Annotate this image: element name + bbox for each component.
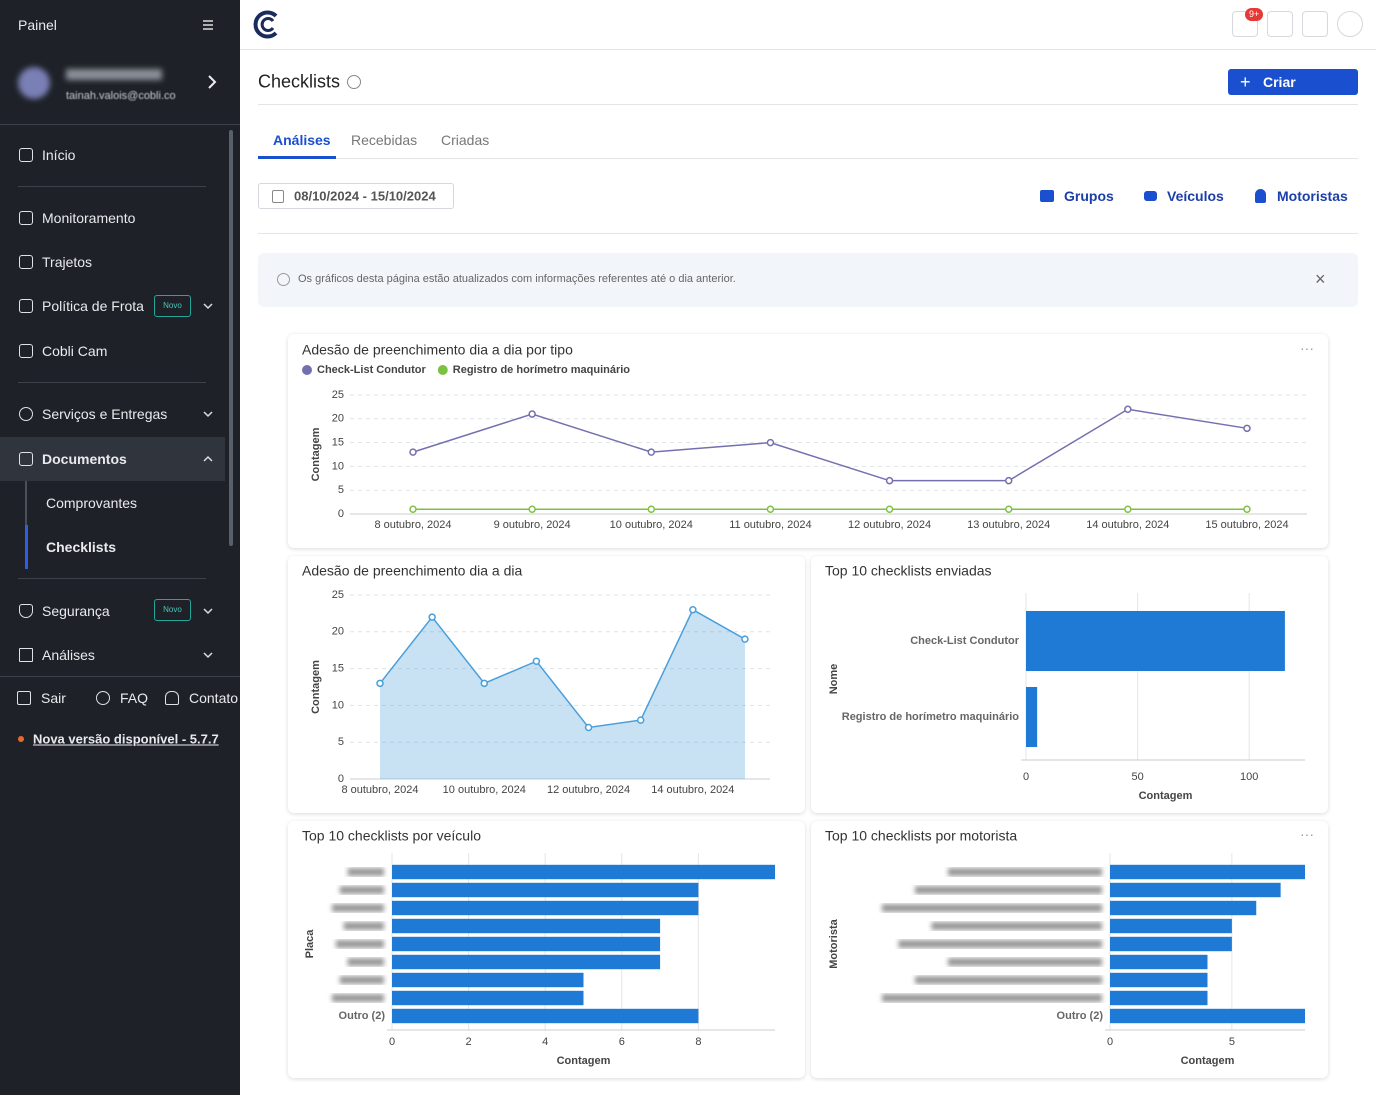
nav-item[interactable]: Serviços e Entregas	[42, 406, 167, 422]
chevron[interactable]	[202, 453, 214, 465]
icon	[19, 211, 33, 225]
tab[interactable]: Recebidas	[351, 132, 417, 148]
icon	[17, 691, 31, 705]
announcements-button[interactable]	[1267, 11, 1293, 37]
tab-indicator	[258, 156, 336, 159]
chart-card	[288, 334, 1328, 548]
card-menu[interactable]: ···	[1300, 340, 1314, 356]
badge: Novo	[154, 599, 191, 621]
menu-icon[interactable]	[200, 17, 216, 33]
icon	[19, 604, 33, 618]
create-button[interactable]: + Criar checklist	[1228, 69, 1358, 95]
filter-button[interactable]: Veículos	[1167, 188, 1224, 204]
nav-item[interactable]: Trajetos	[42, 254, 92, 270]
chart-card	[811, 556, 1328, 813]
divider	[258, 233, 1358, 234]
avatar	[18, 67, 50, 99]
plus-icon: +	[1240, 69, 1251, 95]
nav-item[interactable]: Monitoramento	[42, 210, 135, 226]
filter-button[interactable]: Grupos	[1064, 188, 1114, 204]
icon	[165, 691, 179, 705]
info-icon	[277, 273, 290, 286]
icon	[19, 407, 33, 421]
icon	[19, 344, 33, 358]
icon	[19, 648, 33, 662]
badge: Novo	[154, 295, 191, 317]
nav-item[interactable]: Documentos	[42, 451, 127, 467]
icon	[19, 452, 33, 466]
divider	[18, 578, 206, 579]
user-email: tainah.valois@cobli.co	[66, 90, 176, 102]
footer-link[interactable]: FAQ	[120, 690, 148, 706]
tab[interactable]: Análises	[273, 132, 331, 148]
button-label: Criar checklist	[1263, 69, 1358, 121]
nav-item[interactable]: Segurança	[42, 603, 110, 619]
footer-link[interactable]: Sair	[41, 690, 66, 706]
update-dot	[18, 736, 24, 742]
close-button[interactable]: ×	[1315, 269, 1326, 290]
page-title: Checklists	[258, 72, 340, 93]
groups-icon	[1040, 190, 1054, 202]
divider	[0, 124, 240, 125]
divider	[258, 158, 1358, 159]
logo[interactable]	[253, 10, 281, 39]
date-picker[interactable]: 08/10/2024 - 15/10/2024	[258, 183, 454, 209]
icon	[96, 691, 110, 705]
chevron[interactable]	[205, 74, 219, 90]
scrollbar	[229, 130, 233, 546]
divider	[18, 186, 206, 187]
chevron[interactable]	[202, 605, 214, 617]
help-button[interactable]	[1337, 11, 1363, 37]
nav-item[interactable]: Política de Frota	[42, 298, 144, 314]
tab[interactable]: Criadas	[441, 132, 489, 148]
update-link[interactable]: Nova versão disponível - 5.7.7	[33, 732, 219, 747]
divider	[0, 676, 240, 677]
divider	[258, 104, 1358, 105]
chevron[interactable]	[202, 300, 214, 312]
icon	[19, 148, 33, 162]
nav-item[interactable]: Início	[42, 147, 75, 163]
filter-button[interactable]: Motoristas	[1277, 188, 1348, 204]
active-indicator	[25, 525, 28, 569]
banner-text: Os gráficos desta página estão atualizad…	[298, 273, 736, 285]
chevron[interactable]	[202, 408, 214, 420]
chevron[interactable]	[202, 649, 214, 661]
sidebar: Painel tainah.valois@cobli.co Início Mon…	[0, 0, 240, 1095]
driver-icon	[1255, 189, 1266, 203]
notification-badge: 9+	[1245, 8, 1263, 21]
chart-card	[288, 821, 805, 1078]
topbar	[240, 0, 1376, 50]
chart-card	[288, 556, 805, 813]
calendar-icon	[272, 190, 284, 203]
card-menu[interactable]: ···	[1300, 826, 1314, 842]
user-name-blurred	[66, 69, 162, 80]
icon	[19, 299, 33, 313]
nav-subitem[interactable]: Checklists	[46, 539, 116, 555]
info-icon[interactable]	[347, 75, 361, 89]
external-button[interactable]	[1302, 11, 1328, 37]
vehicle-icon	[1144, 191, 1157, 201]
nav-item[interactable]: Análises	[42, 647, 95, 663]
date-range: 08/10/2024 - 15/10/2024	[294, 189, 436, 204]
footer-link[interactable]: Contato	[189, 690, 238, 706]
icon	[19, 255, 33, 269]
chart-card	[811, 821, 1328, 1078]
sidebar-title: Painel	[18, 17, 57, 33]
divider	[18, 382, 206, 383]
info-banner: Os gráficos desta página estão atualizad…	[258, 253, 1358, 307]
nav-item[interactable]: Cobli Cam	[42, 343, 107, 359]
nav-subitem[interactable]: Comprovantes	[46, 495, 137, 511]
